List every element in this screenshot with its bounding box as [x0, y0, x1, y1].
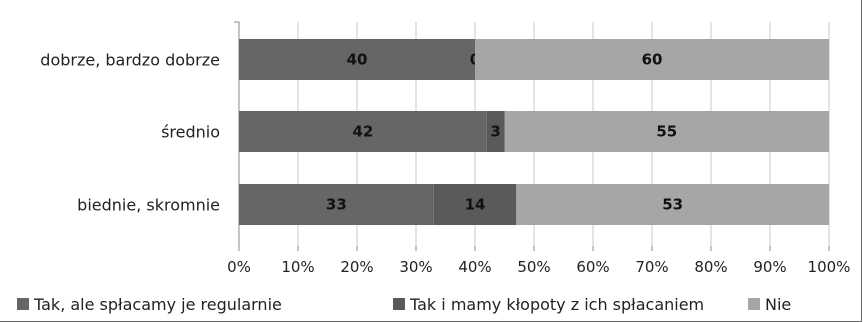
data-label: 40: [347, 51, 368, 69]
legend-swatch: [748, 298, 760, 310]
category-labels: dobrze, bardzo dobrze średnio biednie, skr…: [40, 51, 220, 215]
data-label: 42: [352, 123, 373, 141]
x-tick-label: 60%: [576, 258, 609, 276]
data-label: 33: [326, 196, 347, 214]
bar-segment: [516, 184, 829, 225]
data-label: 14: [465, 196, 486, 214]
bar-segment: [239, 111, 487, 152]
x-tick-label: 20%: [340, 258, 373, 276]
x-axis: 0% 10% 20% 30% 40% 50% 60% 70% 80% 90% 100%: [227, 21, 851, 276]
legend: Tak, ale spłacamy je regularnie Tak i mam…: [17, 295, 791, 314]
category-label: biednie, skromnie: [77, 196, 220, 215]
legend-swatch: [393, 298, 405, 310]
legend-label: Tak i mamy kłopoty z ich spłacaniem: [409, 295, 704, 314]
x-tick-label: 50%: [517, 258, 550, 276]
bar-segment: [239, 39, 475, 80]
data-label: 53: [662, 196, 683, 214]
bar-segment: [475, 39, 829, 80]
bar-segment: [504, 111, 829, 152]
legend-swatch: [17, 298, 29, 310]
legend-label: Tak, ale spłacamy je regularnie: [33, 295, 282, 314]
bar-segment: [486, 111, 505, 152]
data-label: 3: [490, 123, 500, 141]
x-tick-label: 100%: [808, 258, 851, 276]
category-label: dobrze, bardzo dobrze: [40, 51, 220, 70]
x-tick-label: 10%: [281, 258, 314, 276]
legend-label: Nie: [765, 295, 791, 314]
x-tick-label: 70%: [635, 258, 668, 276]
category-label: średnio: [161, 123, 220, 142]
bar-segment: [433, 184, 517, 225]
bars: 4006042355331453: [239, 39, 829, 225]
bar-segment: [239, 184, 434, 225]
data-label: 55: [656, 123, 677, 141]
x-tick-label: 90%: [753, 258, 786, 276]
data-label: 60: [642, 51, 663, 69]
x-tick-label: 30%: [399, 258, 432, 276]
x-tick-label: 0%: [227, 258, 251, 276]
x-tick-label: 80%: [694, 258, 727, 276]
x-tick-label: 40%: [458, 258, 491, 276]
